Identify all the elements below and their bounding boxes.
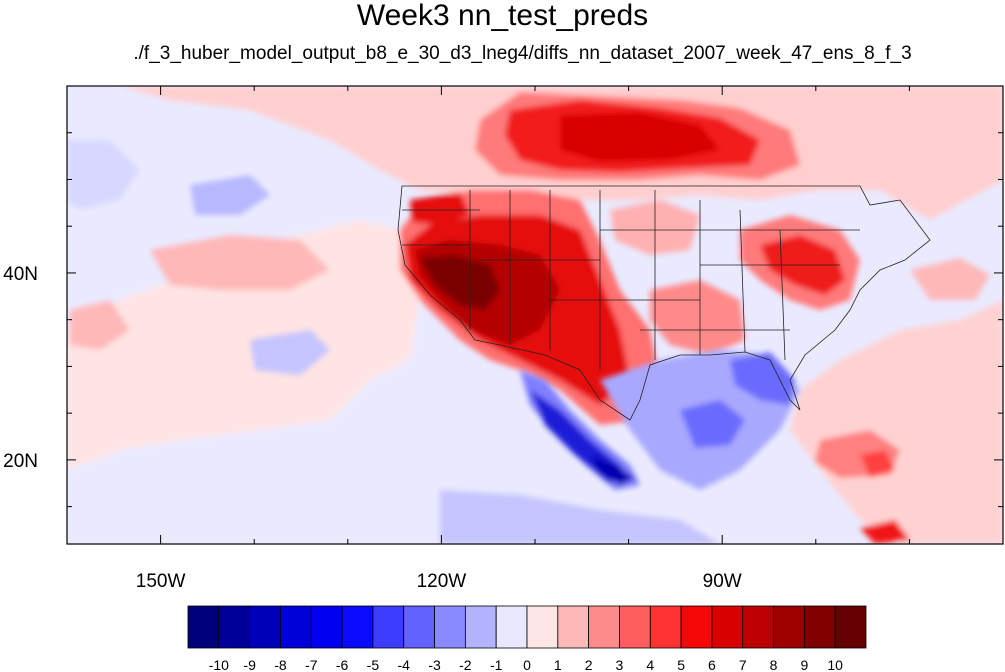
lat-tick-label: 40N [3,264,38,285]
colorbar-label: -9 [243,657,256,672]
colorbar-swatch [803,605,836,649]
lon-tick-label: 90W [703,571,742,592]
state-boundaries [397,185,931,421]
colorbar-swatch [680,605,713,649]
colorbar-swatch [526,605,559,649]
colorbar-label: 1 [554,657,562,672]
map-axes: 150W 120W 90W 40N 20N [3,86,1004,592]
colorbar-label: -10 [209,657,229,672]
colorbar-label: -7 [305,657,318,672]
colorbar-label: 0 [523,657,531,672]
negative-anomaly-regions [67,140,800,544]
colorbar-swatch [557,605,590,649]
colorbar-label: 3 [616,657,624,672]
lon-tick-label: 150W [136,571,186,592]
colorbar-swatch [280,605,312,649]
lon-tick-label: 120W [417,571,467,592]
colorbar-swatch [649,605,682,649]
colorbar-swatch [372,605,405,649]
colorbar-swatch [434,605,466,649]
colorbar-label: -4 [398,657,411,672]
colorbar-label: 9 [800,657,808,672]
colorbar-swatch [711,605,744,649]
colorbar-swatch [403,605,435,649]
colorbar-swatch [619,605,651,649]
colorbar-swatch [341,605,374,649]
colorbar-swatch [495,605,528,649]
colorbar-swatch [773,605,805,649]
colorbar-swatch [249,605,281,649]
colorbar-swatch [464,605,497,649]
colorbar-label: -3 [428,657,441,672]
colorbar-label: -2 [459,657,472,672]
colorbar-label: -5 [367,657,380,672]
colorbar-label: 8 [770,657,778,672]
plot-title: Week3 nn_test_preds [356,0,649,32]
colorbar-swatch [742,605,774,649]
colorbar-label: 5 [677,657,685,672]
colorbar-swatch [588,605,620,649]
colorbar-swatch [187,605,220,649]
colorbar: -10 -9 -8 -7 -6 -5 -4 -3 -2 -1 0 1 2 3 4 5 6 7 8 9 10 [187,605,867,672]
colorbar-label: 7 [739,657,747,672]
colorbar-label: 2 [585,657,593,672]
lat-tick-label: 20N [3,451,38,472]
colorbar-label: 4 [646,657,654,672]
colorbar-label: -8 [274,657,287,672]
colorbar-swatch [310,605,343,649]
colorbar-label: 6 [708,657,716,672]
anomaly-field [67,86,1003,544]
colorbar-label: 10 [827,657,843,672]
colorbar-label: -1 [490,657,503,672]
plot-subtitle: ./f_3_huber_model_output_b8_e_30_d3_lneg… [133,43,912,64]
colorbar-swatch [218,605,251,649]
colorbar-label: -6 [336,657,349,672]
colorbar-swatch [834,605,867,649]
